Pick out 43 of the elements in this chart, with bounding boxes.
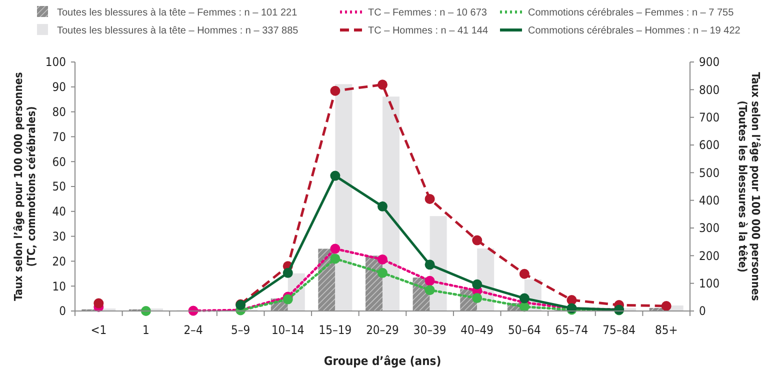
y-tick-label: 50 xyxy=(52,180,66,194)
y-tick-label: 100 xyxy=(45,55,66,70)
y2-tick-label: 900 xyxy=(699,55,720,70)
y-tick-label: 40 xyxy=(52,204,66,219)
x-tick-label: 20–29 xyxy=(366,323,400,337)
x-tick-label: 10–14 xyxy=(271,323,304,337)
legend-label: Toutes les blessures à la tête – Hommes : n – 337 885 xyxy=(57,26,299,36)
x-tick-label: 15–19 xyxy=(318,323,352,337)
y-tick-label: 60 xyxy=(52,154,66,169)
y-tick-label: 0 xyxy=(59,304,66,318)
y2-tick-label: 100 xyxy=(699,276,720,291)
y2-tick-label: 400 xyxy=(699,194,720,208)
legend-label: TC – Femmes : n – 10 673 xyxy=(368,8,488,18)
x-tick-label: 40–49 xyxy=(460,323,494,337)
y2-tick-label: 700 xyxy=(699,110,720,125)
x-tick-label: 85+ xyxy=(654,323,678,337)
x-tick-label: 75–84 xyxy=(602,323,636,337)
x-tick-label: <1 xyxy=(90,323,107,337)
y-axis-title: Taux selon l’âge pour 100 000 personnes (TC, commotions cérébrales) xyxy=(12,72,38,301)
y2-tick-label: 800 xyxy=(699,82,720,97)
x-tick-label: 65–74 xyxy=(555,323,588,337)
legend-label: TC – Hommes : n – 41 144 xyxy=(368,26,488,36)
y-tick-label: 30 xyxy=(52,230,66,244)
x-axis-title: Groupe d’âge (ans) xyxy=(324,354,442,368)
y2-tick-label: 500 xyxy=(699,166,720,180)
y-tick-label: 20 xyxy=(52,254,66,268)
y-tick-label: 70 xyxy=(52,130,66,144)
y2-tick-label: 600 xyxy=(699,138,720,152)
x-tick-label: 50–64 xyxy=(508,323,541,337)
y2-tick-label: 0 xyxy=(699,304,706,318)
legend-label: Commotions cérébrales – Hommes : n – 19 422 xyxy=(528,26,741,36)
x-tick-label: 5–9 xyxy=(231,323,250,337)
y2-tick-label: 300 xyxy=(699,221,720,236)
y-tick-label: 90 xyxy=(52,80,66,94)
x-tick-label: 2–4 xyxy=(184,323,203,337)
y-tick-label: 80 xyxy=(52,105,66,119)
y2-axis-title: Taux selon l’âge pour 100 000 personnes (Toutes les blessures à la tête) xyxy=(736,72,762,301)
legend-label: Toutes les blessures à la tête – Femmes : n – 101 221 xyxy=(57,8,298,18)
y-tick-label: 10 xyxy=(52,279,66,294)
y2-tick-label: 200 xyxy=(699,248,720,263)
x-tick-label: 1 xyxy=(142,323,150,337)
legend-label: Commotions cérébrales – Femmes : n – 7 755 xyxy=(528,8,734,18)
x-tick-label: 30–39 xyxy=(413,323,446,337)
